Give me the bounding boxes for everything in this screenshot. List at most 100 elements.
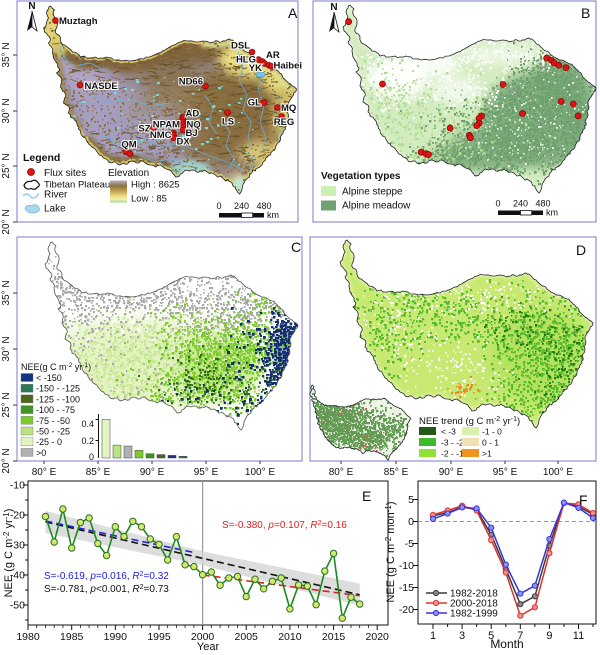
svg-text:95° E: 95° E (194, 467, 219, 478)
svg-text:>0: >0 (36, 448, 46, 458)
svg-text:Year: Year (197, 641, 220, 650)
svg-text:MQ: MQ (281, 103, 296, 114)
svg-text:20° N: 20° N (1, 209, 12, 234)
svg-text:LS: LS (222, 117, 234, 128)
svg-text:2020: 2020 (366, 631, 390, 643)
svg-text:NMC: NMC (150, 130, 172, 141)
svg-text:0: 0 (216, 201, 221, 211)
svg-text:HLG: HLG (236, 55, 256, 66)
svg-text:90° E: 90° E (439, 467, 464, 478)
svg-text:0.4: 0.4 (81, 419, 94, 429)
svg-text:-10: -10 (10, 480, 25, 492)
svg-text:-5: -5 (405, 538, 414, 550)
svg-text:1990: 1990 (104, 631, 128, 643)
svg-text:DX: DX (177, 137, 191, 148)
svg-text:E: E (362, 488, 371, 504)
svg-text:Alpine meadow: Alpine meadow (342, 201, 411, 212)
svg-text:D: D (576, 242, 586, 258)
svg-text:11: 11 (573, 630, 584, 642)
svg-text:Haibei: Haibei (274, 61, 303, 72)
svg-text:NEE(g C m-2 yr-1): NEE(g C m-2 yr-1) (21, 362, 91, 372)
svg-text:7: 7 (517, 630, 523, 642)
svg-text:YK: YK (249, 63, 262, 74)
svg-text:0: 0 (89, 452, 94, 462)
svg-text:GL: GL (248, 98, 261, 109)
svg-text:-50: -50 (10, 600, 25, 612)
svg-text:-125 - -100: -125 - -100 (36, 394, 80, 404)
svg-text:-1 - 0: -1 - 0 (482, 427, 502, 437)
svg-text:-2 - -1: -2 - -1 (441, 449, 464, 459)
svg-text:High : 8625: High : 8625 (131, 180, 180, 191)
svg-text:480: 480 (535, 199, 550, 209)
svg-text:QM: QM (121, 140, 136, 151)
svg-text:1: 1 (430, 630, 436, 642)
svg-text:20° N: 20° N (1, 448, 12, 473)
svg-text:-50 - -25: -50 - -25 (36, 427, 70, 437)
svg-text:NQ: NQ (187, 120, 201, 131)
svg-text:A: A (288, 5, 298, 21)
svg-text:Month: Month (490, 637, 523, 650)
svg-text:1982-2018: 1982-2018 (450, 589, 498, 600)
svg-text:Low : 85: Low : 85 (131, 194, 167, 205)
svg-text:-10: -10 (399, 560, 414, 572)
svg-text:< -150: < -150 (36, 373, 62, 383)
svg-text:BJ: BJ (186, 128, 198, 139)
svg-text:< -3: < -3 (441, 427, 456, 437)
svg-text:35° N: 35° N (1, 42, 12, 67)
svg-text:85° E: 85° E (86, 467, 111, 478)
svg-text:SZ: SZ (138, 124, 150, 135)
svg-text:100° E: 100° E (543, 467, 573, 478)
svg-text:REG: REG (274, 117, 295, 128)
svg-text:NEE (g C m-2 mon-1): NEE (g C m-2 mon-1) (384, 501, 397, 602)
svg-text:25° N: 25° N (1, 153, 12, 178)
svg-text:N: N (28, 1, 35, 12)
svg-text:DSL: DSL (231, 41, 250, 52)
svg-text:2005: 2005 (235, 631, 259, 643)
svg-text:0.2: 0.2 (81, 436, 94, 446)
svg-text:5: 5 (408, 494, 414, 506)
svg-text:1985: 1985 (60, 631, 84, 643)
svg-text:95° E: 95° E (493, 467, 518, 478)
svg-text:30° N: 30° N (1, 336, 12, 361)
svg-text:N: N (330, 2, 337, 13)
svg-text:35° N: 35° N (1, 280, 12, 305)
svg-text:Alpine steppe: Alpine steppe (342, 187, 403, 198)
svg-text:km: km (267, 210, 279, 220)
svg-text:9: 9 (546, 630, 552, 642)
svg-text:Muztagh: Muztagh (59, 16, 98, 27)
svg-text:30° N: 30° N (1, 98, 12, 123)
svg-text:ND66: ND66 (179, 77, 203, 88)
svg-text:0: 0 (408, 516, 414, 528)
svg-text:2015: 2015 (322, 631, 346, 643)
svg-text:-3 - -2: -3 - -2 (441, 438, 464, 448)
svg-text:NEE trend (g C m-2 yr-1): NEE trend (g C m-2 yr-1) (419, 416, 520, 427)
svg-text:Legend: Legend (23, 152, 60, 164)
svg-text:100° E: 100° E (245, 467, 275, 478)
svg-text:River: River (44, 190, 68, 201)
svg-text:1995: 1995 (147, 631, 171, 643)
svg-text:C: C (291, 239, 301, 255)
svg-text:-20: -20 (399, 604, 414, 616)
svg-text:240: 240 (513, 199, 528, 209)
svg-text:0: 0 (495, 199, 500, 209)
svg-text:Elevation: Elevation (108, 168, 149, 179)
svg-text:-20: -20 (10, 510, 25, 522)
svg-text:2000: 2000 (191, 631, 215, 643)
svg-text:NPAM: NPAM (153, 120, 180, 131)
svg-text:NASDE: NASDE (85, 81, 118, 92)
svg-text:S=-0.380, p=0.107, R2=0.16: S=-0.380, p=0.107, R2=0.16 (222, 520, 347, 531)
svg-text:Lake: Lake (44, 204, 66, 215)
svg-text:km: km (546, 208, 558, 218)
svg-text:>1: >1 (482, 449, 492, 459)
svg-text:1982-1999: 1982-1999 (450, 609, 498, 620)
svg-text:80° E: 80° E (329, 467, 354, 478)
svg-text:25° N: 25° N (1, 392, 12, 417)
svg-text:5: 5 (488, 630, 494, 642)
svg-text:2000-2018: 2000-2018 (450, 599, 498, 610)
svg-text:85° E: 85° E (384, 467, 409, 478)
svg-text:-100 - -75: -100 - -75 (36, 405, 75, 415)
svg-text:AR: AR (266, 50, 280, 61)
svg-text:-30: -30 (10, 540, 25, 552)
svg-text:-25 - 0: -25 - 0 (36, 437, 62, 447)
svg-text:-15: -15 (399, 582, 414, 594)
